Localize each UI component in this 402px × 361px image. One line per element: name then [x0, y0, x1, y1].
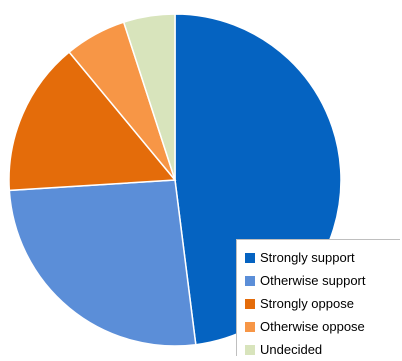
legend-swatch-undecided [245, 344, 255, 355]
legend-item-strongly-oppose: Strongly oppose [245, 292, 400, 315]
pie-slice-undecided [122, 13, 176, 181]
chart-legend: Strongly support Otherwise support Stron… [236, 239, 400, 356]
legend-item-undecided: Undecided [245, 338, 400, 361]
pie-slice-strongly-oppose [8, 51, 177, 192]
legend-item-otherwise-support: Otherwise support [245, 269, 400, 292]
legend-label-undecided: Undecided [260, 342, 323, 357]
legend-label-strongly-oppose: Strongly oppose [260, 296, 354, 311]
legend-item-strongly-support: Strongly support [245, 246, 400, 269]
legend-swatch-otherwise-support [245, 275, 255, 286]
legend-label-otherwise-support: Otherwise support [260, 273, 366, 288]
legend-item-otherwise-oppose: Otherwise oppose [245, 315, 400, 338]
legend-swatch-strongly-support [245, 252, 255, 263]
legend-swatch-strongly-oppose [245, 298, 255, 309]
legend-swatch-otherwise-oppose [245, 321, 255, 332]
legend-label-otherwise-oppose: Otherwise oppose [260, 319, 365, 334]
pie-slice-otherwise-support [8, 179, 197, 347]
legend-label-strongly-support: Strongly support [260, 250, 355, 265]
